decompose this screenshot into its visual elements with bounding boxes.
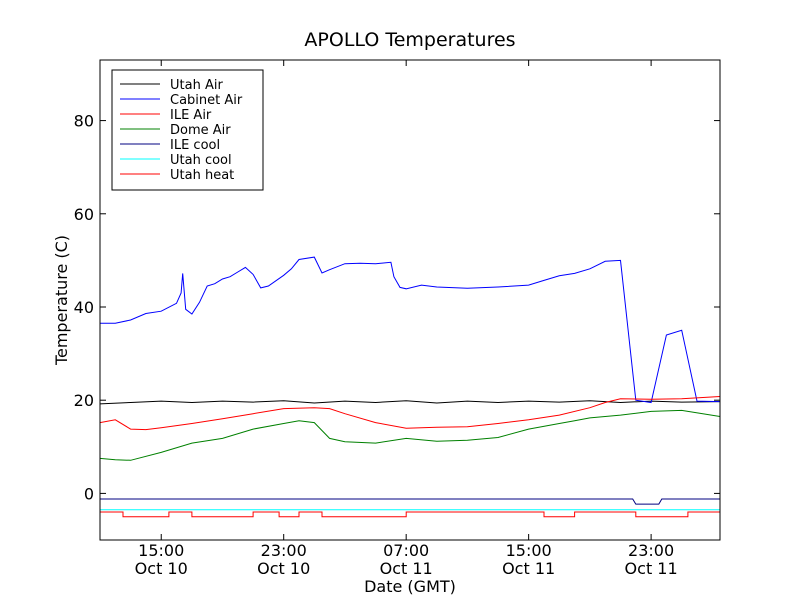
series-layer — [99, 256, 721, 518]
x-tick-label-date: Oct 11 — [380, 559, 433, 578]
series-line-utah-air — [99, 400, 721, 405]
y-tick-label: 80 — [74, 112, 94, 131]
y-tick-label: 40 — [74, 298, 94, 317]
legend-label-cabinet-air: Cabinet Air — [170, 93, 243, 108]
y-axis-label: Temperature (C) — [52, 235, 71, 366]
x-tick-label-date: Oct 11 — [502, 559, 555, 578]
x-tick-label-date: Oct 11 — [625, 559, 678, 578]
legend-label-utah-air: Utah Air — [170, 78, 223, 93]
series-line-cabinet-air — [100, 256, 721, 404]
series-line-dome-air — [99, 409, 721, 461]
y-tick-label: 60 — [74, 205, 94, 224]
series-line-ile-air — [99, 396, 721, 431]
series-line-ile-cool — [100, 498, 720, 505]
x-tick-label-time: 15:00 — [138, 541, 184, 560]
x-tick-label-date: Oct 10 — [135, 559, 188, 578]
series-line-utah-heat — [100, 511, 720, 518]
plot-frame — [99, 59, 721, 541]
legend-label-dome-air: Dome Air — [170, 123, 231, 138]
legend-label-utah-heat: Utah heat — [170, 168, 234, 183]
y-tick-label: 0 — [84, 484, 94, 503]
legend-box — [111, 69, 264, 191]
x-tick-label-date: Oct 10 — [257, 559, 310, 578]
x-axis-label: Date (GMT) — [364, 577, 456, 596]
x-tick-label-time: 15:00 — [506, 541, 552, 560]
legend-label-utah-cool: Utah cool — [170, 153, 232, 168]
x-tick-label-time: 07:00 — [383, 541, 429, 560]
x-tick-label-time: 23:00 — [261, 541, 307, 560]
legend-label-ile-air: ILE Air — [170, 108, 212, 123]
legend-label-ile-cool: ILE cool — [170, 138, 220, 153]
x-tick-label-time: 23:00 — [628, 541, 674, 560]
chart-title: APOLLO Temperatures — [304, 29, 515, 51]
y-tick-label: 20 — [74, 391, 94, 410]
